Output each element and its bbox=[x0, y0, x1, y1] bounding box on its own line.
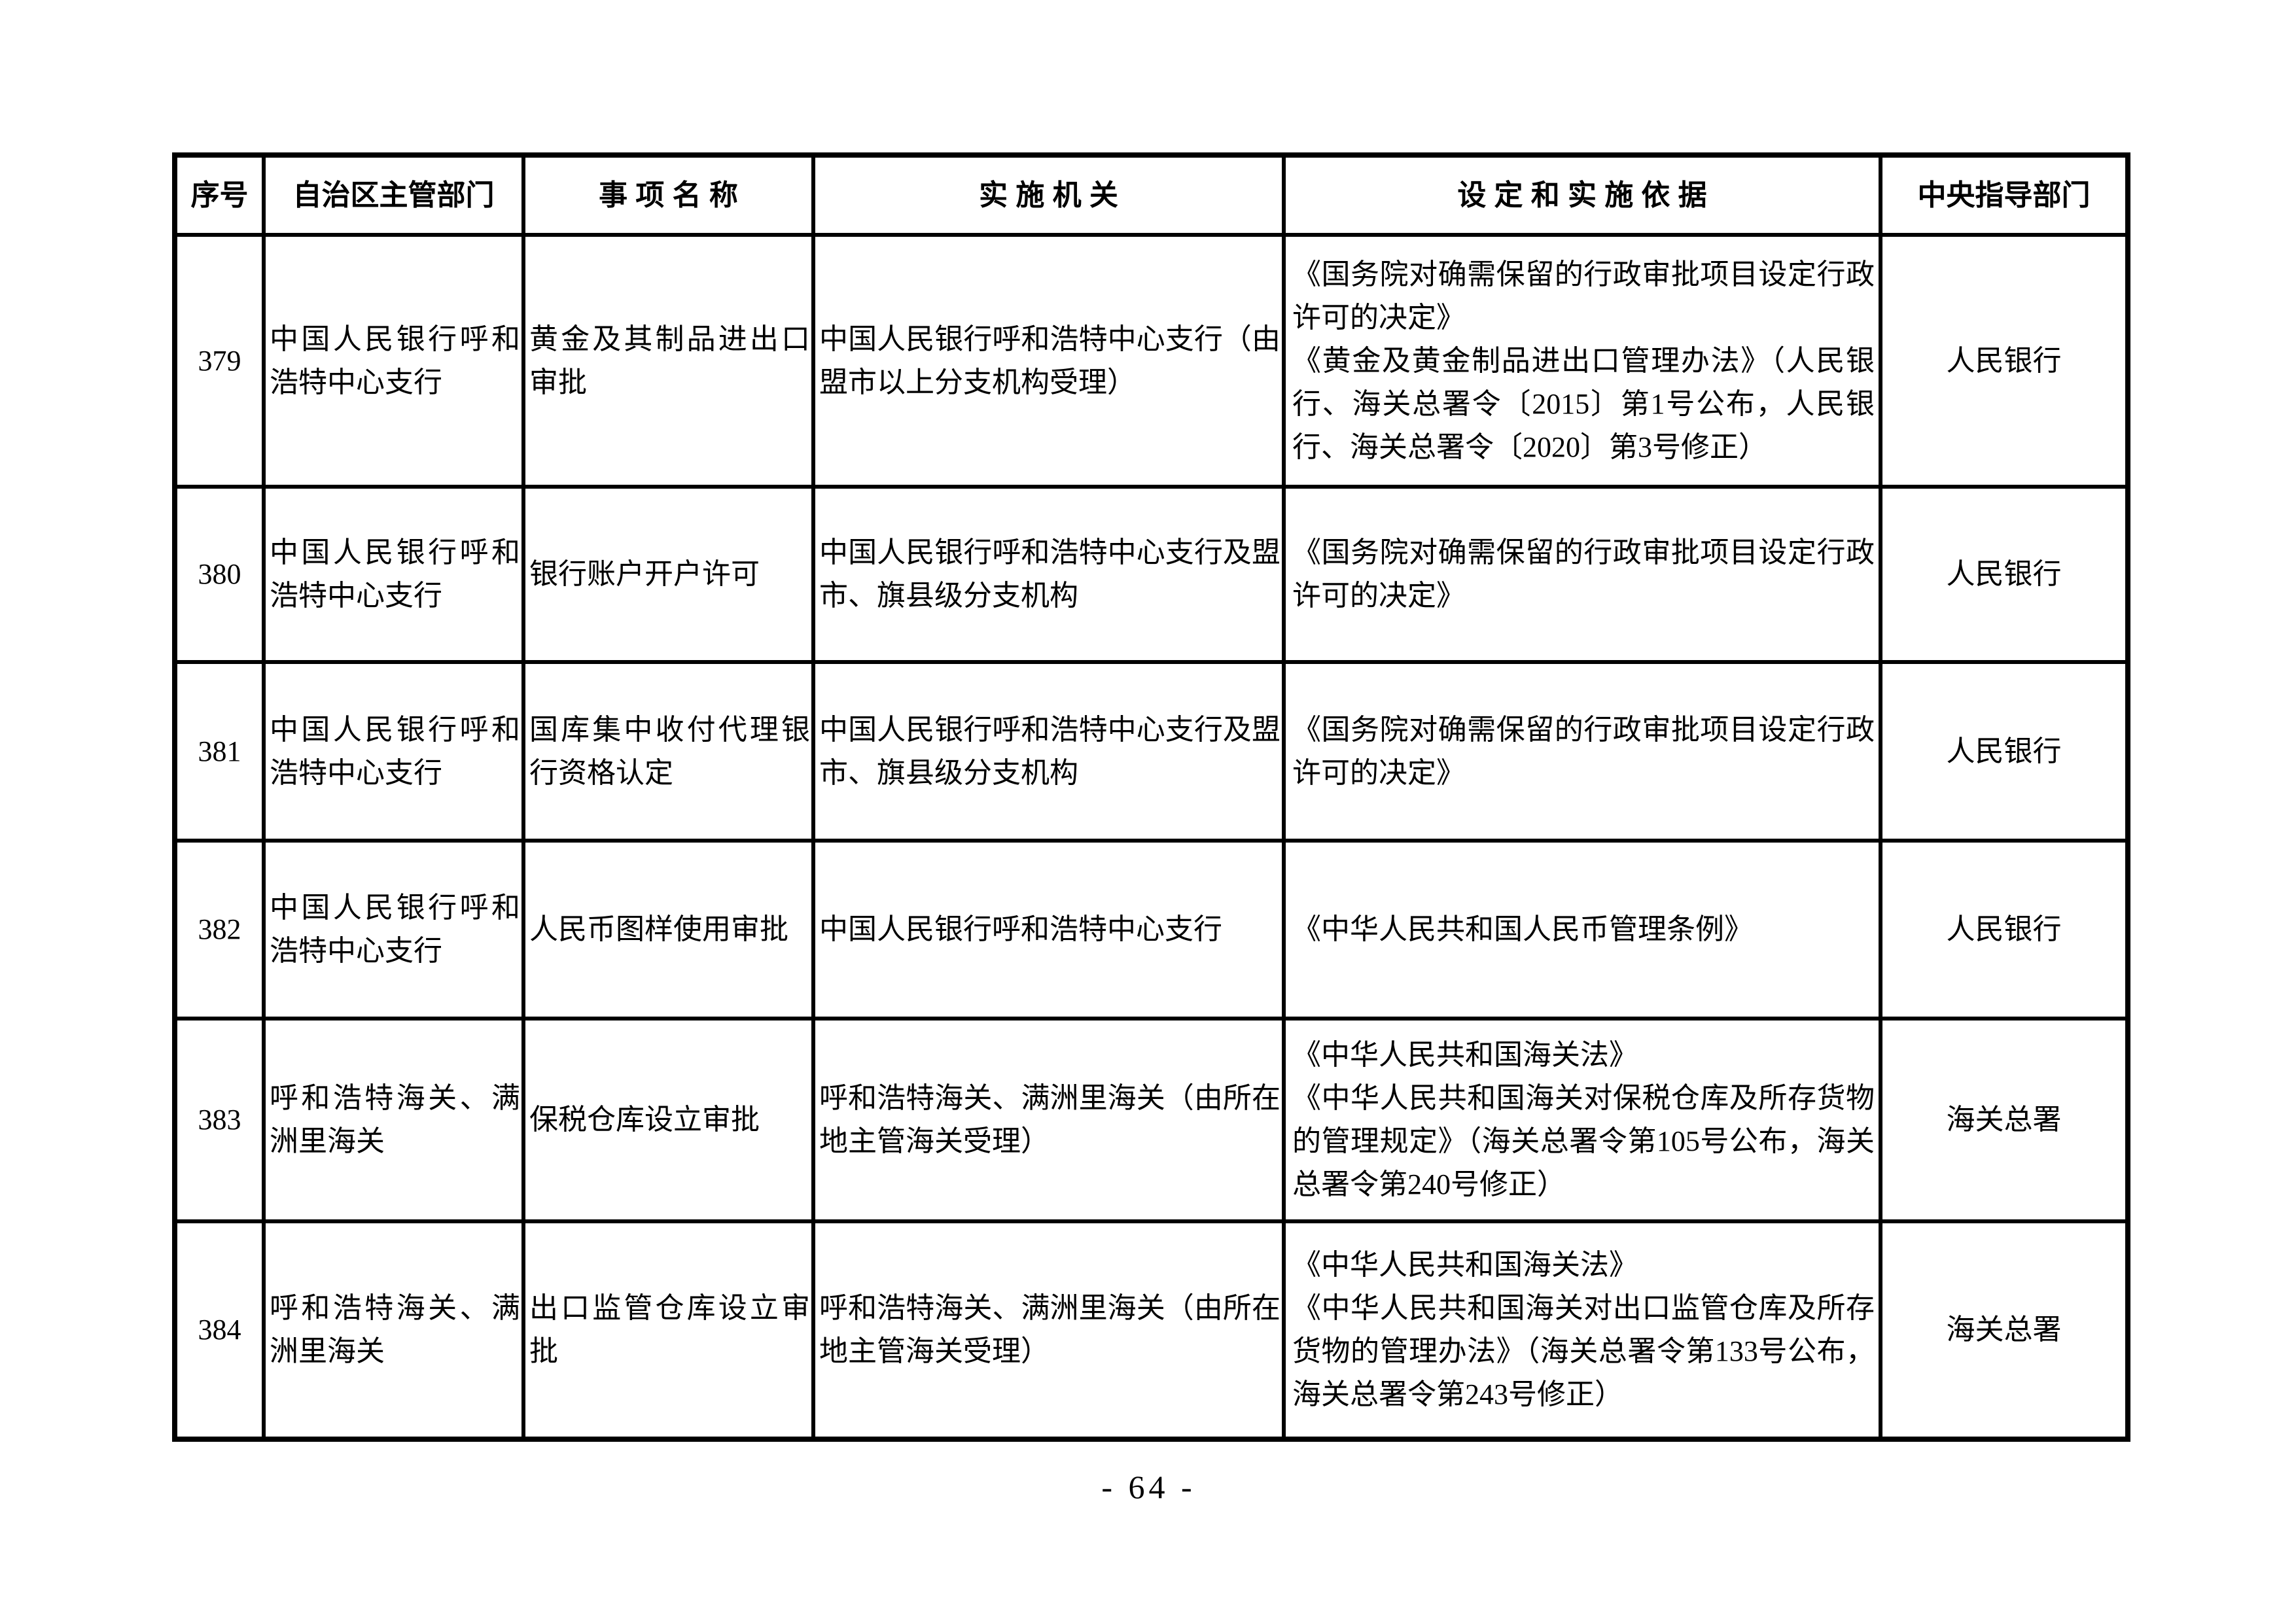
cell-basis: 《中华人民共和国海关法》 《中华人民共和国海关对保税仓库及所存货物的管理规定》（… bbox=[1282, 1017, 1882, 1223]
col-header-central: 中央指导部门 bbox=[1879, 153, 2130, 237]
cell-central: 人民银行 bbox=[1879, 839, 2130, 1021]
cell-agency: 中国人民银行呼和浩特中心支行及盟市、旗县级分支机构 bbox=[811, 485, 1286, 664]
table-row-380: 380 中国人民银行呼和浩特中心支行 银行账户开户许可 中国人民银行呼和浩特中心… bbox=[173, 485, 2130, 664]
table-row-382: 382 中国人民银行呼和浩特中心支行 人民币图样使用审批 中国人民银行呼和浩特中… bbox=[173, 839, 2130, 1021]
approval-items-table-container: 序号 自治区主管部门 事 项 名 称 实 施 机 关 设 定 和 实 施 依 据… bbox=[172, 152, 2130, 1442]
cell-seq: 383 bbox=[173, 1017, 266, 1223]
table-header-row: 序号 自治区主管部门 事 项 名 称 实 施 机 关 设 定 和 实 施 依 据… bbox=[173, 153, 2130, 237]
cell-seq: 381 bbox=[173, 660, 266, 843]
cell-agency: 呼和浩特海关、满洲里海关（由所在地主管海关受理） bbox=[811, 1219, 1286, 1441]
table-row-384: 384 呼和浩特海关、满洲里海关 出口监管仓库设立审批 呼和浩特海关、满洲里海关… bbox=[173, 1219, 2130, 1441]
cell-item: 保税仓库设立审批 bbox=[521, 1017, 815, 1223]
cell-dept: 呼和浩特海关、满洲里海关 bbox=[262, 1219, 525, 1441]
col-header-item: 事 项 名 称 bbox=[521, 153, 815, 237]
cell-dept: 中国人民银行呼和浩特中心支行 bbox=[262, 485, 525, 664]
approval-items-table: 序号 自治区主管部门 事 项 名 称 实 施 机 关 设 定 和 实 施 依 据… bbox=[172, 152, 2130, 1442]
table-row-383: 383 呼和浩特海关、满洲里海关 保税仓库设立审批 呼和浩特海关、满洲里海关（由… bbox=[173, 1017, 2130, 1223]
cell-central: 海关总署 bbox=[1879, 1219, 2130, 1441]
cell-seq: 382 bbox=[173, 839, 266, 1021]
cell-dept: 中国人民银行呼和浩特中心支行 bbox=[262, 660, 525, 843]
cell-basis: 《中华人民共和国人民币管理条例》 bbox=[1282, 839, 1882, 1021]
cell-item: 黄金及其制品进出口审批 bbox=[521, 233, 815, 489]
cell-seq: 380 bbox=[173, 485, 266, 664]
col-header-seq: 序号 bbox=[173, 153, 266, 237]
cell-agency: 中国人民银行呼和浩特中心支行（由盟市以上分支机构受理） bbox=[811, 233, 1286, 489]
cell-seq: 384 bbox=[173, 1219, 266, 1441]
cell-seq: 379 bbox=[173, 233, 266, 489]
page-number: - 64 - bbox=[1101, 1469, 1196, 1505]
col-header-basis: 设 定 和 实 施 依 据 bbox=[1282, 153, 1882, 237]
cell-central: 人民银行 bbox=[1879, 660, 2130, 843]
cell-dept: 中国人民银行呼和浩特中心支行 bbox=[262, 233, 525, 489]
cell-agency: 中国人民银行呼和浩特中心支行及盟市、旗县级分支机构 bbox=[811, 660, 1286, 843]
cell-basis: 《中华人民共和国海关法》 《中华人民共和国海关对出口监管仓库及所存货物的管理办法… bbox=[1282, 1219, 1882, 1441]
cell-dept: 中国人民银行呼和浩特中心支行 bbox=[262, 839, 525, 1021]
cell-dept: 呼和浩特海关、满洲里海关 bbox=[262, 1017, 525, 1223]
cell-item: 出口监管仓库设立审批 bbox=[521, 1219, 815, 1441]
col-header-dept: 自治区主管部门 bbox=[262, 153, 525, 237]
cell-agency: 呼和浩特海关、满洲里海关（由所在地主管海关受理） bbox=[811, 1017, 1286, 1223]
cell-central: 人民银行 bbox=[1879, 233, 2130, 489]
cell-basis: 《国务院对确需保留的行政审批项目设定行政许可的决定》 《黄金及黄金制品进出口管理… bbox=[1282, 233, 1882, 489]
table-row-381: 381 中国人民银行呼和浩特中心支行 国库集中收付代理银行资格认定 中国人民银行… bbox=[173, 660, 2130, 843]
table-row-379: 379 中国人民银行呼和浩特中心支行 黄金及其制品进出口审批 中国人民银行呼和浩… bbox=[173, 233, 2130, 489]
cell-item: 银行账户开户许可 bbox=[521, 485, 815, 664]
cell-item: 国库集中收付代理银行资格认定 bbox=[521, 660, 815, 843]
cell-central: 人民银行 bbox=[1879, 485, 2130, 664]
cell-basis: 《国务院对确需保留的行政审批项目设定行政许可的决定》 bbox=[1282, 485, 1882, 664]
cell-basis: 《国务院对确需保留的行政审批项目设定行政许可的决定》 bbox=[1282, 660, 1882, 843]
cell-agency: 中国人民银行呼和浩特中心支行 bbox=[811, 839, 1286, 1021]
cell-item: 人民币图样使用审批 bbox=[521, 839, 815, 1021]
cell-central: 海关总署 bbox=[1879, 1017, 2130, 1223]
col-header-agency: 实 施 机 关 bbox=[811, 153, 1286, 237]
